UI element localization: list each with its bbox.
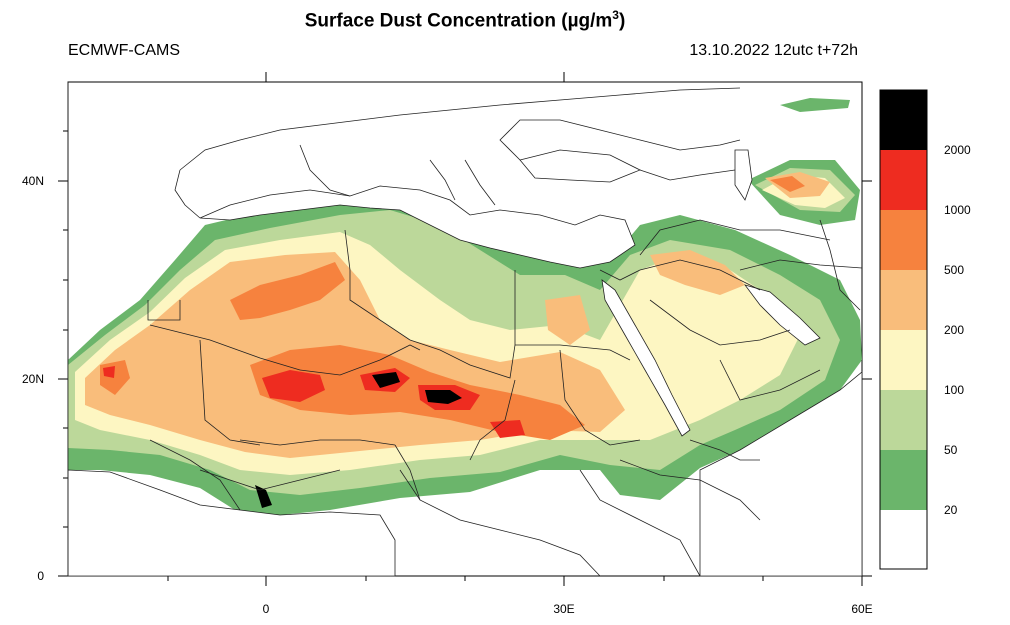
- run-time-label: 13.10.2022 12utc t+72h: [689, 42, 858, 59]
- model-label: ECMWF-CAMS: [68, 42, 180, 59]
- country-borders: [67, 82, 863, 577]
- dust-contour-200-egypt: [545, 295, 590, 345]
- xtick-30e: 30E: [553, 602, 575, 616]
- colorbar-swatch-1000: [880, 150, 927, 210]
- colorbar-swatch-2000plus: [880, 90, 927, 150]
- persian-gulf: [743, 284, 821, 346]
- dust-contour-20-north: [780, 98, 850, 112]
- colorbar-swatch-below: [880, 510, 927, 569]
- legend-label-50: 50: [944, 443, 958, 457]
- map-title: Surface Dust Concentration (µg/m3): [304, 8, 626, 32]
- black-sea: [519, 149, 641, 183]
- colorbar-swatch-100: [880, 330, 927, 390]
- legend-label-1000: 1000: [944, 203, 971, 217]
- dust-contour-2000-c: [255, 485, 272, 508]
- ytick-20n: 20N: [21, 372, 44, 386]
- red-sea: [601, 279, 691, 437]
- colorbar-swatch-200: [880, 270, 927, 330]
- dust-contour-1000: [262, 370, 325, 402]
- legend-label-100: 100: [944, 383, 965, 397]
- colorbar-frame: [879, 89, 928, 570]
- legend-label-200: 200: [944, 323, 965, 337]
- gulf-of-guinea: [67, 469, 396, 577]
- xtick-60e: 60E: [851, 602, 873, 616]
- colorbar: [879, 89, 928, 570]
- caspian-sea: [734, 149, 753, 201]
- legend-label-2000: 2000: [944, 143, 971, 157]
- ytick-40n: 40N: [21, 174, 44, 188]
- dust-contour-500: [230, 262, 345, 320]
- colorbar-swatch-20: [880, 450, 927, 510]
- dust-contour-1000-e: [103, 366, 115, 378]
- axis-ticks: [58, 72, 872, 586]
- mediterranean-sea: [199, 185, 636, 269]
- dust-contour-500-central: [250, 345, 585, 440]
- dust-contour-2000-b: [372, 372, 400, 388]
- dust-contour-2000: [425, 390, 462, 404]
- legend-label-20: 20: [944, 503, 958, 517]
- colorbar-swatch-50: [880, 390, 927, 450]
- legend-label-500: 500: [944, 263, 965, 277]
- ytick-0: 0: [37, 569, 44, 583]
- xtick-0: 0: [262, 602, 270, 616]
- colorbar-swatch-500: [880, 210, 927, 270]
- arabian-sea: [699, 371, 863, 577]
- dust-contour-500-east: [770, 176, 805, 192]
